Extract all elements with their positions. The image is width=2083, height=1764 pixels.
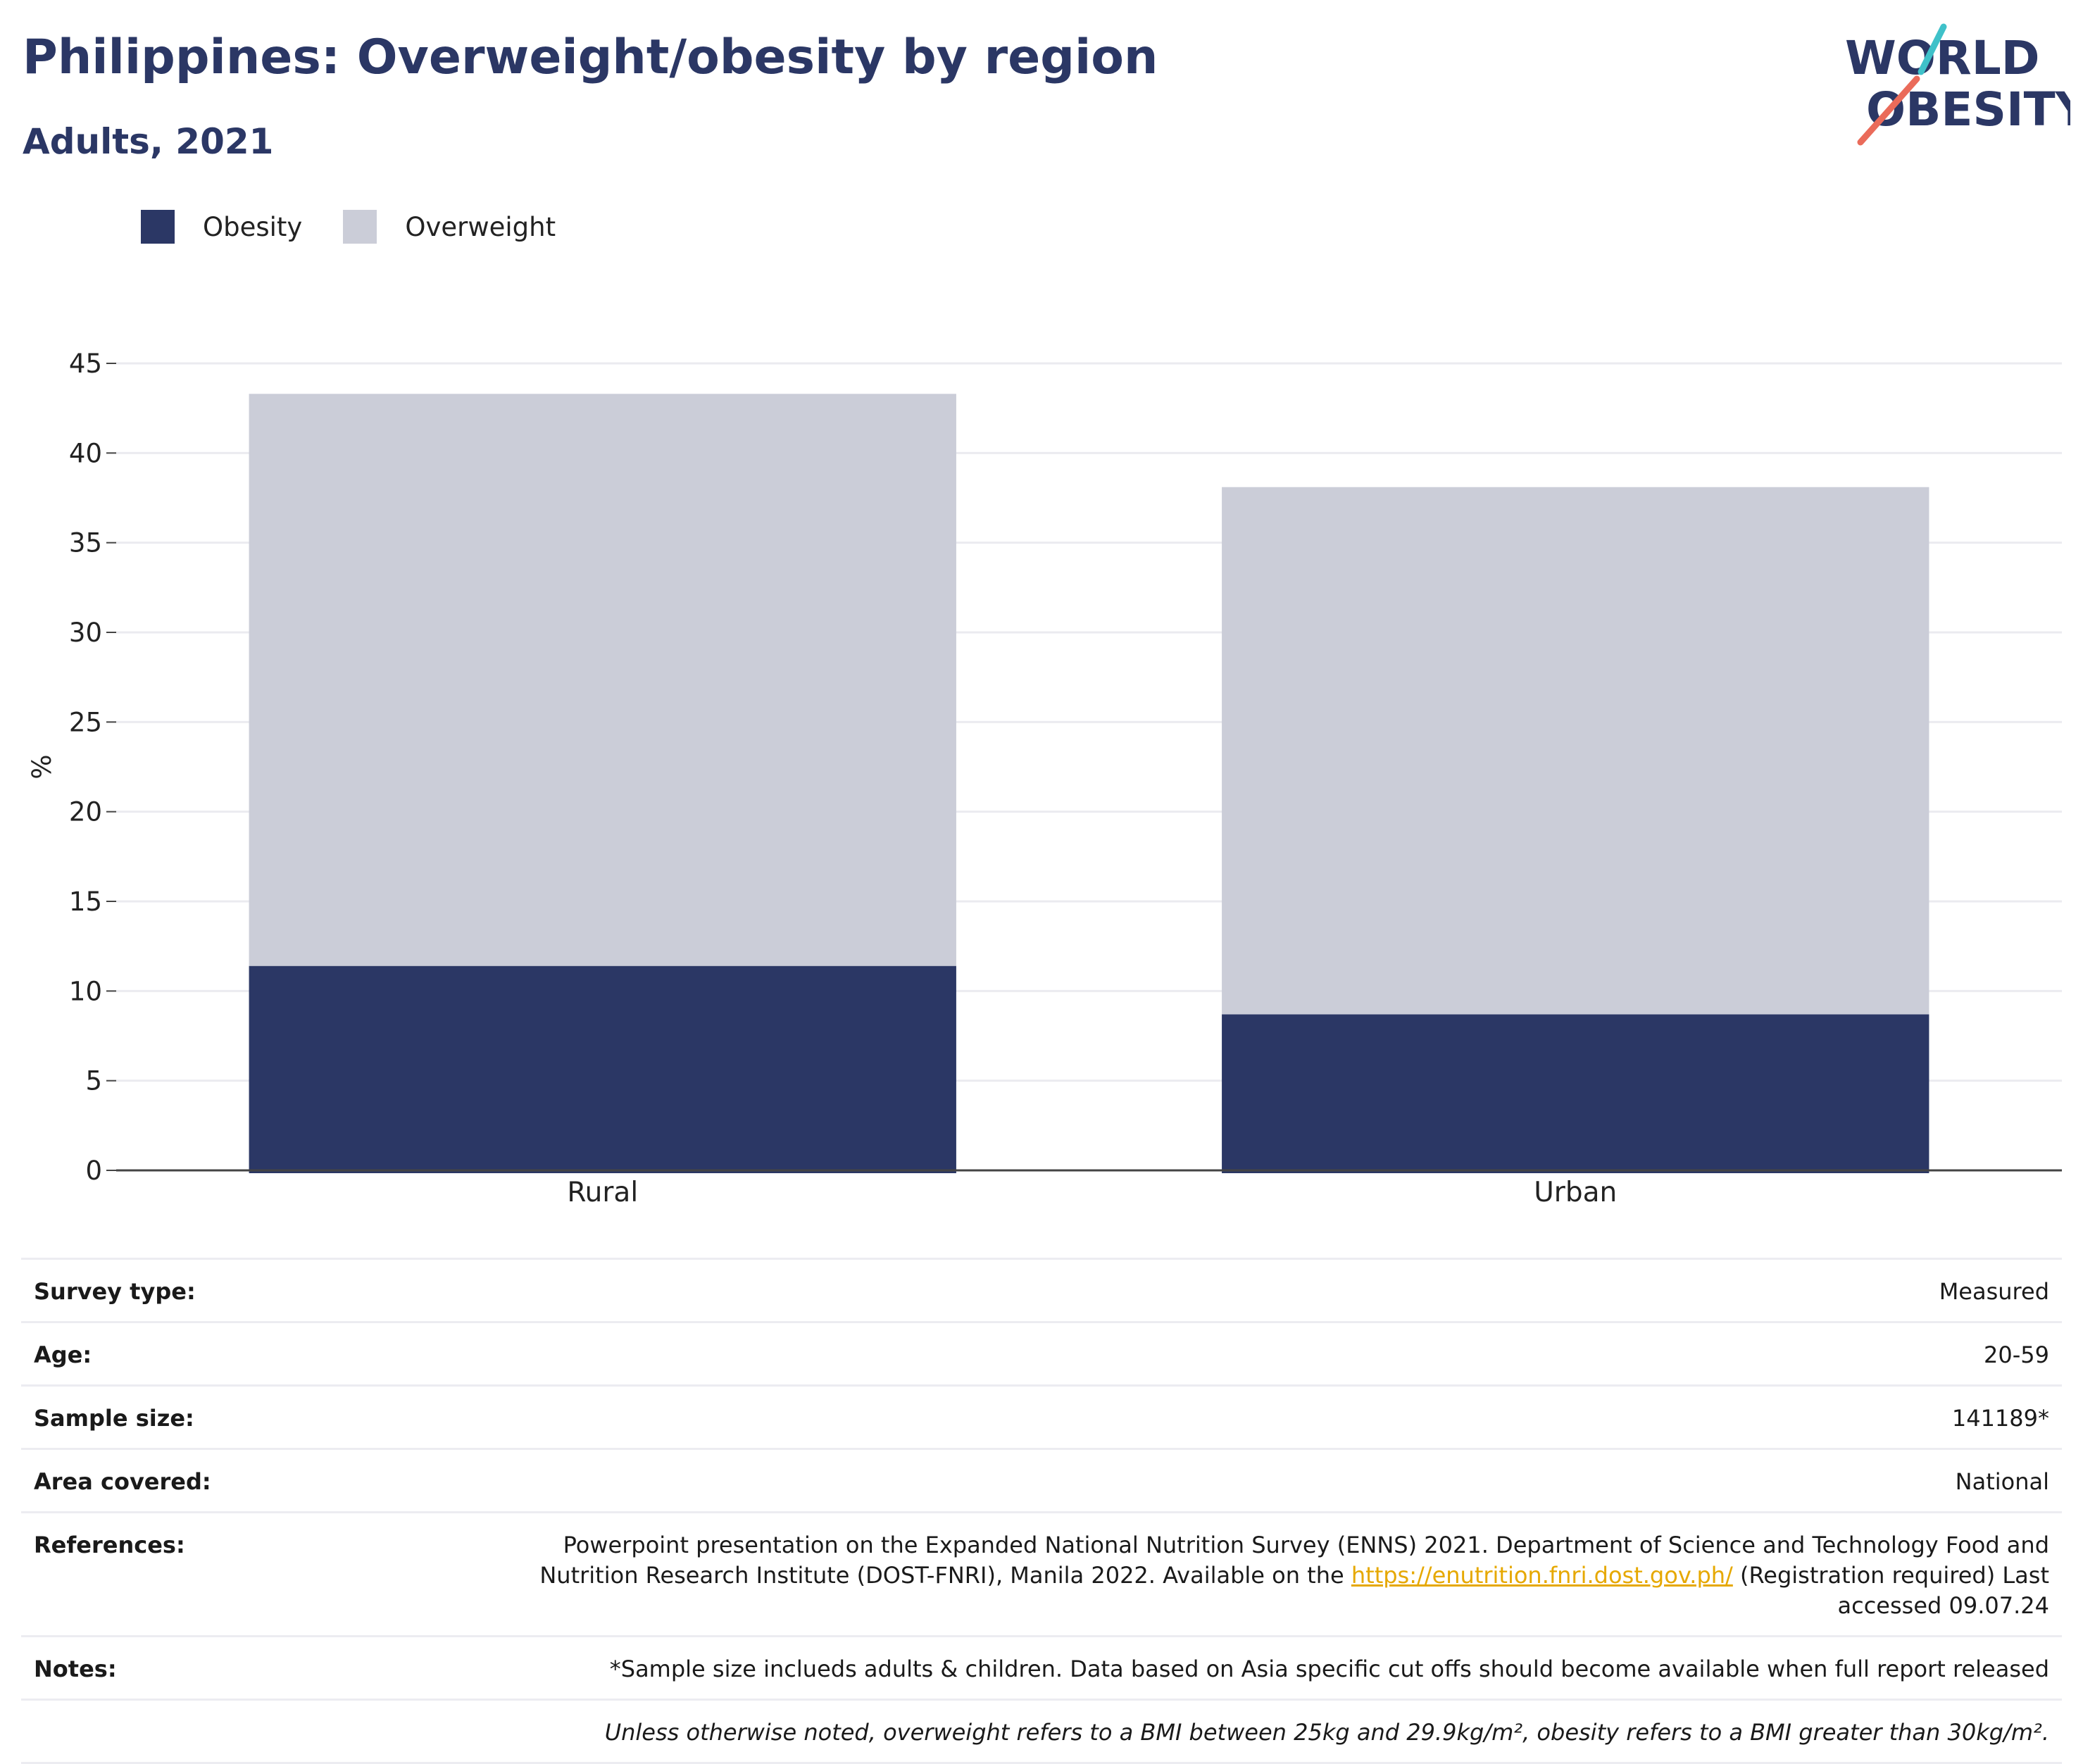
bar-overweight-urban bbox=[1222, 487, 1929, 1015]
survey-info-table: Survey type: Measured Age: 20-59 Sample … bbox=[21, 1258, 2062, 1764]
meta-value: 141189* bbox=[1951, 1405, 2049, 1432]
logo-slash-coral bbox=[1857, 75, 1920, 146]
meta-label: Area covered: bbox=[34, 1468, 211, 1495]
meta-value: *Sample size inclueds adults & children.… bbox=[609, 1656, 2049, 1682]
meta-label: References: bbox=[34, 1532, 185, 1558]
meta-label: Sample size: bbox=[34, 1405, 194, 1432]
y-tick-label: 25 bbox=[69, 707, 102, 737]
meta-row-survey-type: Survey type: Measured bbox=[21, 1260, 2062, 1323]
y-axis-label: % bbox=[27, 754, 57, 779]
y-tick-label: 30 bbox=[69, 618, 102, 648]
meta-value: National bbox=[1955, 1468, 2049, 1495]
reference-text-end: (Registration required) Last accessed 09… bbox=[1732, 1562, 2049, 1619]
x-category-label: Urban bbox=[1534, 1177, 1617, 1208]
legend-item-obesity[interactable]: Obesity bbox=[141, 210, 302, 244]
meta-value: Unless otherwise noted, overweight refer… bbox=[604, 1719, 2049, 1746]
meta-value: Powerpoint presentation on the Expanded … bbox=[500, 1530, 2049, 1621]
chart-title: Philippines: Overweight/obesity by regio… bbox=[23, 30, 1158, 85]
chart-subtitle: Adults, 2021 bbox=[23, 121, 274, 162]
legend-swatch-obesity bbox=[141, 210, 175, 244]
reference-text: Powerpoint presentation on the Expanded … bbox=[539, 1532, 2049, 1589]
chart-legend: Obesity Overweight bbox=[141, 210, 596, 244]
y-tick-label: 0 bbox=[85, 1156, 102, 1186]
bar-obesity-urban bbox=[1222, 1014, 1929, 1173]
logo-word-world: WORLD bbox=[1845, 31, 2040, 85]
meta-row-area-covered: Area covered: National bbox=[21, 1450, 2062, 1513]
logo-word-obesity: OBESITY bbox=[1866, 82, 2070, 137]
y-tick-label: 45 bbox=[69, 349, 102, 379]
legend-swatch-overweight bbox=[343, 210, 377, 244]
x-category-label: Rural bbox=[567, 1177, 638, 1208]
y-tick-label: 5 bbox=[85, 1066, 102, 1096]
world-obesity-logo: WORLD OBESITY bbox=[1845, 23, 2070, 146]
y-tick-label: 20 bbox=[69, 797, 102, 827]
meta-value: Measured bbox=[1939, 1278, 2049, 1305]
stacked-bar-chart: 0 5 10 15 20 25 30 35 40 45% Rural Urban bbox=[27, 349, 2062, 1208]
meta-label: Notes: bbox=[34, 1656, 117, 1682]
meta-row-notes: Notes: *Sample size inclueds adults & ch… bbox=[21, 1637, 2062, 1701]
meta-row-bmi-definition: Unless otherwise noted, overweight refer… bbox=[21, 1701, 2062, 1764]
reference-link[interactable]: https://enutrition.fnri.dost.gov.ph/ bbox=[1351, 1562, 1733, 1589]
y-tick-label: 35 bbox=[69, 528, 102, 558]
legend-label-overweight: Overweight bbox=[405, 211, 556, 242]
meta-label: Survey type: bbox=[34, 1278, 196, 1305]
bar-obesity-rural bbox=[249, 965, 956, 1173]
meta-row-references: References: Powerpoint presentation on t… bbox=[21, 1513, 2062, 1637]
meta-value: 20-59 bbox=[1984, 1341, 2049, 1368]
y-tick-label: 15 bbox=[69, 887, 102, 917]
y-tick-label: 10 bbox=[69, 976, 102, 1006]
meta-row-sample-size: Sample size: 141189* bbox=[21, 1387, 2062, 1450]
y-tick-label: 40 bbox=[69, 438, 102, 468]
meta-label: Age: bbox=[34, 1341, 92, 1368]
logo-slash-teal bbox=[1918, 23, 1947, 75]
legend-label-obesity: Obesity bbox=[203, 211, 303, 242]
bar-overweight-rural bbox=[249, 394, 956, 966]
legend-item-overweight[interactable]: Overweight bbox=[343, 210, 556, 244]
meta-row-age: Age: 20-59 bbox=[21, 1323, 2062, 1387]
